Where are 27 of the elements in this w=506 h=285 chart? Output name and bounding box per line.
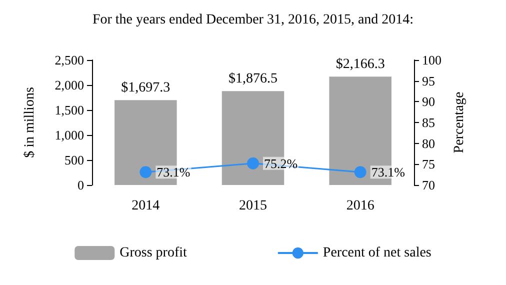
y-tick-label: 0 [78, 178, 84, 192]
data-label: $2,166.3 [336, 57, 385, 72]
y2-axis-title: Percentage [452, 92, 467, 154]
y-tick-label: 2,500 [54, 52, 84, 68]
x-tick-label: 2015 [239, 198, 267, 214]
y2-tick-label: 95 [422, 73, 435, 88]
data-label: 73.1% [371, 164, 406, 180]
y-axis-title: $ in millions [22, 87, 38, 158]
x-tick-label: 2014 [132, 198, 160, 214]
y2-tick-label: 85 [422, 115, 435, 130]
data-label: 73.1% [156, 164, 190, 180]
y2-tick-label: 70 [422, 178, 435, 192]
y-tick-label: 1,500 [54, 102, 84, 118]
data-label: 75.2% [264, 156, 298, 171]
legend-label: Percent of net sales [322, 246, 432, 260]
y-tick-label: 1,000 [54, 128, 84, 142]
data-label: $1,876.5 [228, 72, 278, 87]
y2-tick-label: 75 [422, 156, 435, 172]
y2-tick-label: 90 [422, 94, 435, 110]
data-label: $1,697.3 [121, 80, 170, 96]
y2-tick-label: 100 [422, 52, 442, 68]
x-tick-label: 2016 [346, 198, 374, 214]
y-tick-label: 500 [64, 152, 84, 168]
y2-tick-label: 80 [422, 136, 435, 151]
y-tick-label: 2,000 [54, 78, 84, 92]
chart-title: For the years ended December 31, 2016, 2015, and 2014: [92, 12, 414, 28]
legend-label: Gross profit [120, 246, 188, 260]
